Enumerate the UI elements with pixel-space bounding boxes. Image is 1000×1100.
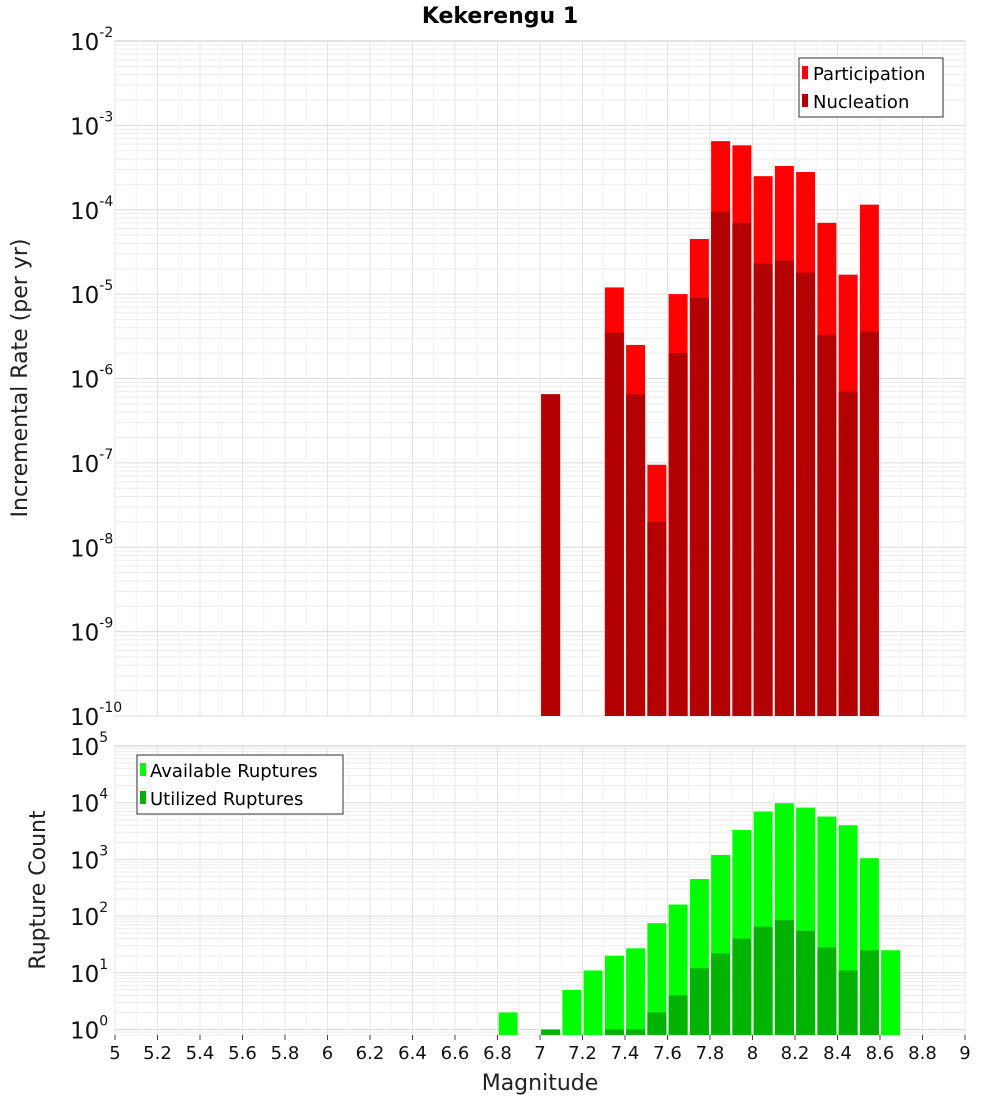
- y-tick-label: 10-8: [70, 531, 113, 562]
- y-tick-label: 104: [70, 787, 108, 818]
- utilized-bar: [838, 970, 858, 1035]
- utilized-bar: [711, 953, 731, 1035]
- nucleation-bar: [732, 222, 752, 716]
- nucleation-bar: [647, 521, 667, 716]
- utilized-bar: [774, 920, 794, 1035]
- count-y-ticks: 100 101 102 103 104 105: [70, 730, 108, 1045]
- available-bar: [647, 923, 667, 1035]
- y-tick-label: 103: [70, 843, 108, 874]
- y-tick-label: 10-10: [70, 700, 122, 731]
- utilized-bar: [647, 1012, 667, 1035]
- nucleation-bar: [626, 394, 646, 716]
- rate-bars: [541, 141, 879, 717]
- y-tick-label: 105: [70, 730, 108, 761]
- utilized-bar: [796, 930, 816, 1035]
- participation-legend-label: Participation: [813, 64, 925, 85]
- nucleation-bar: [796, 272, 816, 716]
- available-legend-swatch: [140, 763, 146, 776]
- nucleation-bar: [711, 211, 731, 716]
- utilized-bar: [668, 995, 688, 1035]
- y-tick-label: 101: [70, 957, 108, 988]
- rate-legend-box: [798, 57, 944, 118]
- rate-y-ticks: 10-10 10-9 10-8 10-7 10-6 10-5 10-4 10-3 10-2: [70, 25, 122, 731]
- rate-gridlines: [114, 41, 966, 717]
- rate-panel: 10-10 10-9 10-8 10-7 10-6 10-5 10-4 10-3 10-2 In…: [8, 25, 966, 731]
- utilized-bar: [541, 1029, 561, 1035]
- x-tick-label: 5: [109, 1043, 120, 1064]
- x-tick-label: 5.6: [228, 1043, 257, 1064]
- utilized-legend-swatch: [140, 791, 146, 804]
- x-tick-label: 7.4: [611, 1043, 640, 1064]
- utilized-bar: [859, 950, 879, 1035]
- available-bar: [562, 989, 582, 1035]
- available-bar: [498, 1012, 518, 1035]
- x-tick-label: 5.2: [143, 1043, 172, 1064]
- count-x-ticks: 5 5.2 5.4 5.6 5.8 6 6.2 6.4 6.6 6.8 7 7.2 7.4 7.6 7.8 8…: [109, 1035, 971, 1064]
- x-tick-label: 8.8: [908, 1043, 937, 1064]
- rate-legend: Participation Nucleation: [798, 57, 944, 118]
- x-tick-label: 7.6: [653, 1043, 682, 1064]
- y-tick-label: 100: [70, 1014, 108, 1045]
- utilized-bar: [689, 968, 709, 1035]
- rate-y-axis-label: Incremental Rate (per yr): [8, 239, 33, 518]
- x-tick-label: 8.6: [866, 1043, 895, 1064]
- nucleation-legend-label: Nucleation: [813, 92, 909, 113]
- nucleation-bar: [689, 297, 709, 716]
- nucleation-bar: [753, 263, 773, 716]
- x-tick-label: 9: [959, 1043, 970, 1064]
- nucleation-bar: [541, 394, 561, 716]
- y-tick-label: 10-5: [70, 278, 113, 309]
- utilized-bar: [626, 1029, 646, 1035]
- x-tick-label: 7: [534, 1043, 545, 1064]
- count-panel: 100 101 102 103 104 105 5 5.2 5.4 5.6 5.8 6 6.2 6.4 6…: [26, 730, 971, 1096]
- nucleation-bar: [668, 353, 688, 716]
- x-axis-label: Magnitude: [482, 1071, 599, 1096]
- x-tick-label: 5.4: [186, 1043, 215, 1064]
- available-legend-label: Available Ruptures: [150, 761, 318, 782]
- nucleation-bar: [817, 334, 837, 716]
- nucleation-bar: [604, 332, 624, 716]
- nucleation-bar: [859, 331, 879, 716]
- nucleation-legend-swatch: [802, 94, 808, 107]
- x-tick-label: 5.8: [271, 1043, 300, 1064]
- utilized-bar: [753, 926, 773, 1035]
- available-bar: [604, 955, 624, 1035]
- y-tick-label: 10-3: [70, 109, 113, 140]
- x-tick-label: 6.6: [441, 1043, 470, 1064]
- x-tick-label: 8.2: [781, 1043, 810, 1064]
- y-tick-label: 10-6: [70, 363, 113, 394]
- count-legend-box: [136, 754, 344, 815]
- y-tick-label: 10-7: [70, 447, 113, 478]
- x-tick-label: 6.2: [356, 1043, 385, 1064]
- available-bar: [583, 970, 603, 1035]
- x-tick-label: 7.8: [696, 1043, 725, 1064]
- x-tick-label: 8.4: [823, 1043, 852, 1064]
- count-y-axis-label: Rupture Count: [26, 810, 51, 970]
- chart-title: Kekerengu 1: [422, 4, 578, 29]
- utilized-bar: [732, 938, 752, 1035]
- participation-legend-swatch: [802, 66, 808, 79]
- available-bar: [881, 950, 901, 1035]
- utilized-legend-label: Utilized Ruptures: [150, 789, 303, 810]
- y-tick-label: 10-9: [70, 616, 113, 647]
- y-tick-label: 102: [70, 900, 108, 931]
- utilized-bar: [604, 1029, 624, 1035]
- y-tick-label: 10-2: [70, 25, 113, 56]
- x-tick-label: 8: [747, 1043, 758, 1064]
- count-bars: [498, 803, 901, 1035]
- x-tick-label: 7.2: [568, 1043, 597, 1064]
- y-tick-label: 10-4: [70, 194, 113, 225]
- x-tick-label: 6.4: [398, 1043, 427, 1064]
- nucleation-bar: [774, 260, 794, 716]
- nucleation-bar: [838, 391, 858, 716]
- utilized-bar: [817, 947, 837, 1035]
- x-tick-label: 6: [322, 1043, 333, 1064]
- available-bar: [626, 948, 646, 1035]
- x-tick-label: 6.8: [483, 1043, 512, 1064]
- count-legend: Available Ruptures Utilized Ruptures: [136, 754, 344, 815]
